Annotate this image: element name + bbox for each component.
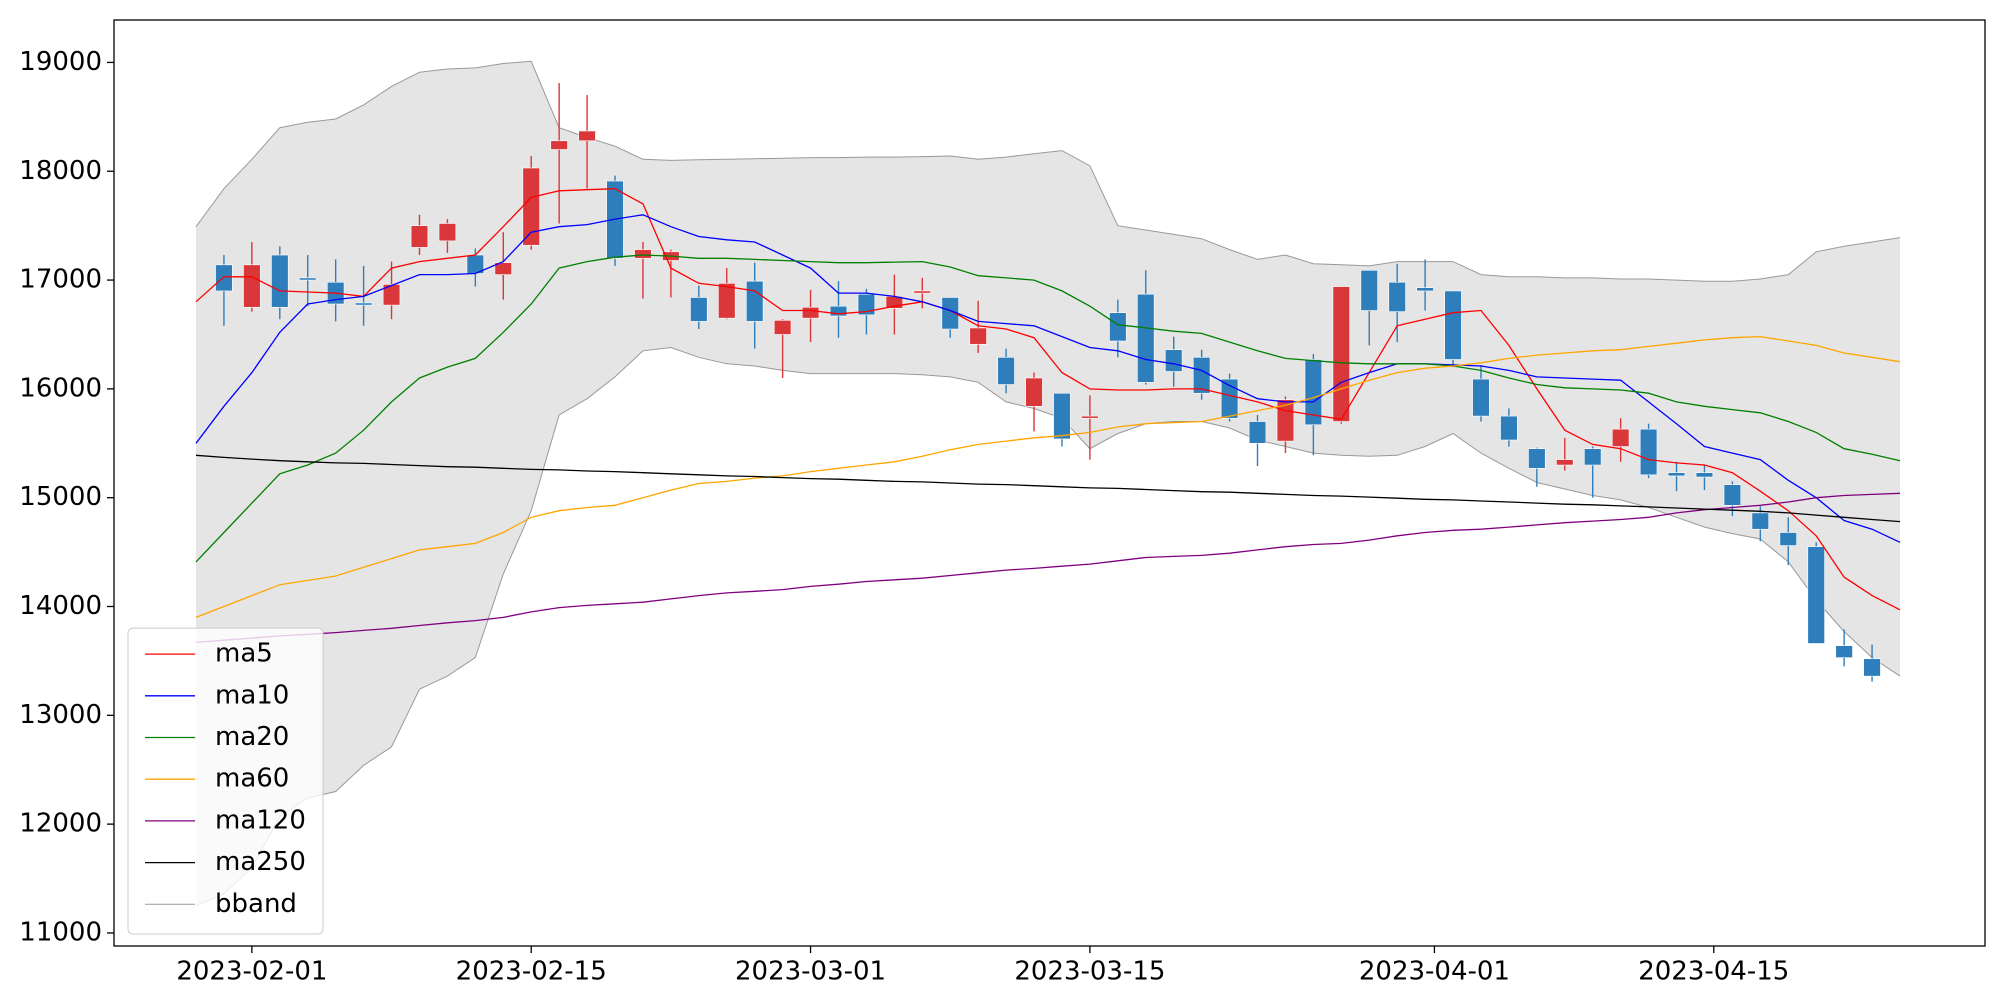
x-tick-label: 2023-03-01 (735, 957, 886, 987)
candle-body (969, 327, 987, 345)
candle-body (1639, 428, 1658, 476)
candle-body (410, 225, 429, 248)
candle-body (1723, 484, 1742, 506)
candle-body (913, 290, 931, 294)
legend-box (127, 627, 324, 935)
y-tick-label: 13000 (19, 700, 102, 730)
x-tick-label: 2023-04-01 (1359, 957, 1510, 987)
y-tick-label: 15000 (19, 482, 102, 512)
candle-body (746, 280, 764, 322)
candle-body (1863, 658, 1881, 677)
candle-body (550, 140, 568, 150)
candle-body (299, 277, 317, 281)
candle-body (1192, 357, 1211, 394)
ma-line (195, 254, 1901, 563)
candle-body (1472, 378, 1490, 417)
candle-body (801, 306, 820, 319)
plot-area (195, 60, 1901, 907)
candle-body (354, 302, 373, 306)
candle-body (1528, 448, 1546, 469)
candle-body (382, 284, 401, 306)
candle-body (1807, 546, 1825, 644)
ma-line (195, 454, 1901, 523)
candle-body (1779, 532, 1797, 546)
candle-body (522, 167, 540, 246)
candle-body (1584, 448, 1602, 466)
candle-body (1695, 472, 1714, 478)
x-tick-label: 2023-03-15 (1014, 957, 1165, 987)
candle-body (1220, 378, 1239, 419)
candle-body (1835, 645, 1853, 658)
candle-body (1276, 399, 1295, 442)
candle-body (1332, 286, 1350, 422)
y-tick-label: 18000 (19, 156, 102, 186)
candle-body (1137, 293, 1155, 383)
candle-body (1025, 377, 1043, 407)
plot-frame (113, 19, 1986, 947)
candle-body (773, 320, 792, 335)
y-tick-label: 17000 (19, 265, 102, 295)
candle-body (215, 264, 233, 292)
candle-body (271, 254, 289, 308)
legend-label: ma5 (215, 639, 273, 669)
x-tick-label: 2023-04-15 (1638, 957, 1789, 987)
legend-label: ma20 (215, 722, 289, 752)
ma-line (195, 188, 1901, 611)
candle-body (494, 262, 512, 275)
candle-body (438, 223, 457, 242)
ma-line (195, 335, 1901, 619)
candle-body (1109, 312, 1127, 342)
legend: ma5 ma10 ma20 ma60 ma120 ma250 bband (127, 627, 324, 935)
candle-body (857, 293, 876, 316)
candle-body (1667, 472, 1686, 477)
band-fill (196, 61, 1900, 906)
candle-body (1360, 269, 1378, 311)
legend-label: bband (215, 889, 297, 919)
candle-body (690, 297, 708, 322)
candle-body (1304, 359, 1323, 426)
ma-line (195, 214, 1901, 543)
legend-label: ma120 (215, 805, 306, 835)
legend-label: ma250 (215, 847, 306, 877)
legend-label: ma10 (215, 680, 289, 710)
x-tick-label: 2023-02-15 (456, 957, 607, 987)
y-tick-label: 14000 (19, 591, 102, 621)
band-lower (195, 346, 1901, 907)
band-upper (195, 60, 1901, 282)
y-tick-label: 11000 (19, 917, 102, 947)
y-tick-label: 12000 (19, 809, 102, 839)
candle-body (1388, 281, 1406, 312)
candle-body (578, 130, 596, 142)
candle-body (1053, 392, 1071, 440)
candle-body (1611, 428, 1630, 447)
candle-body (1248, 421, 1267, 444)
candle-body (1416, 287, 1434, 292)
candle-body (1444, 290, 1462, 360)
candle-body (1165, 349, 1183, 372)
y-tick-label: 16000 (19, 373, 102, 403)
legend-label: ma60 (215, 764, 289, 794)
candle-body (1081, 415, 1099, 419)
y-tick-label: 19000 (19, 47, 102, 77)
candle-body (718, 283, 736, 319)
candle-body (634, 249, 652, 259)
ma-line (195, 492, 1901, 644)
candle-body (1556, 459, 1574, 466)
x-tick-label: 2023-02-01 (176, 957, 327, 987)
candle-body (1500, 415, 1518, 441)
candle-body (829, 305, 848, 317)
candle-body (1751, 512, 1770, 530)
candle-body (997, 357, 1015, 385)
candle-body (243, 264, 261, 308)
